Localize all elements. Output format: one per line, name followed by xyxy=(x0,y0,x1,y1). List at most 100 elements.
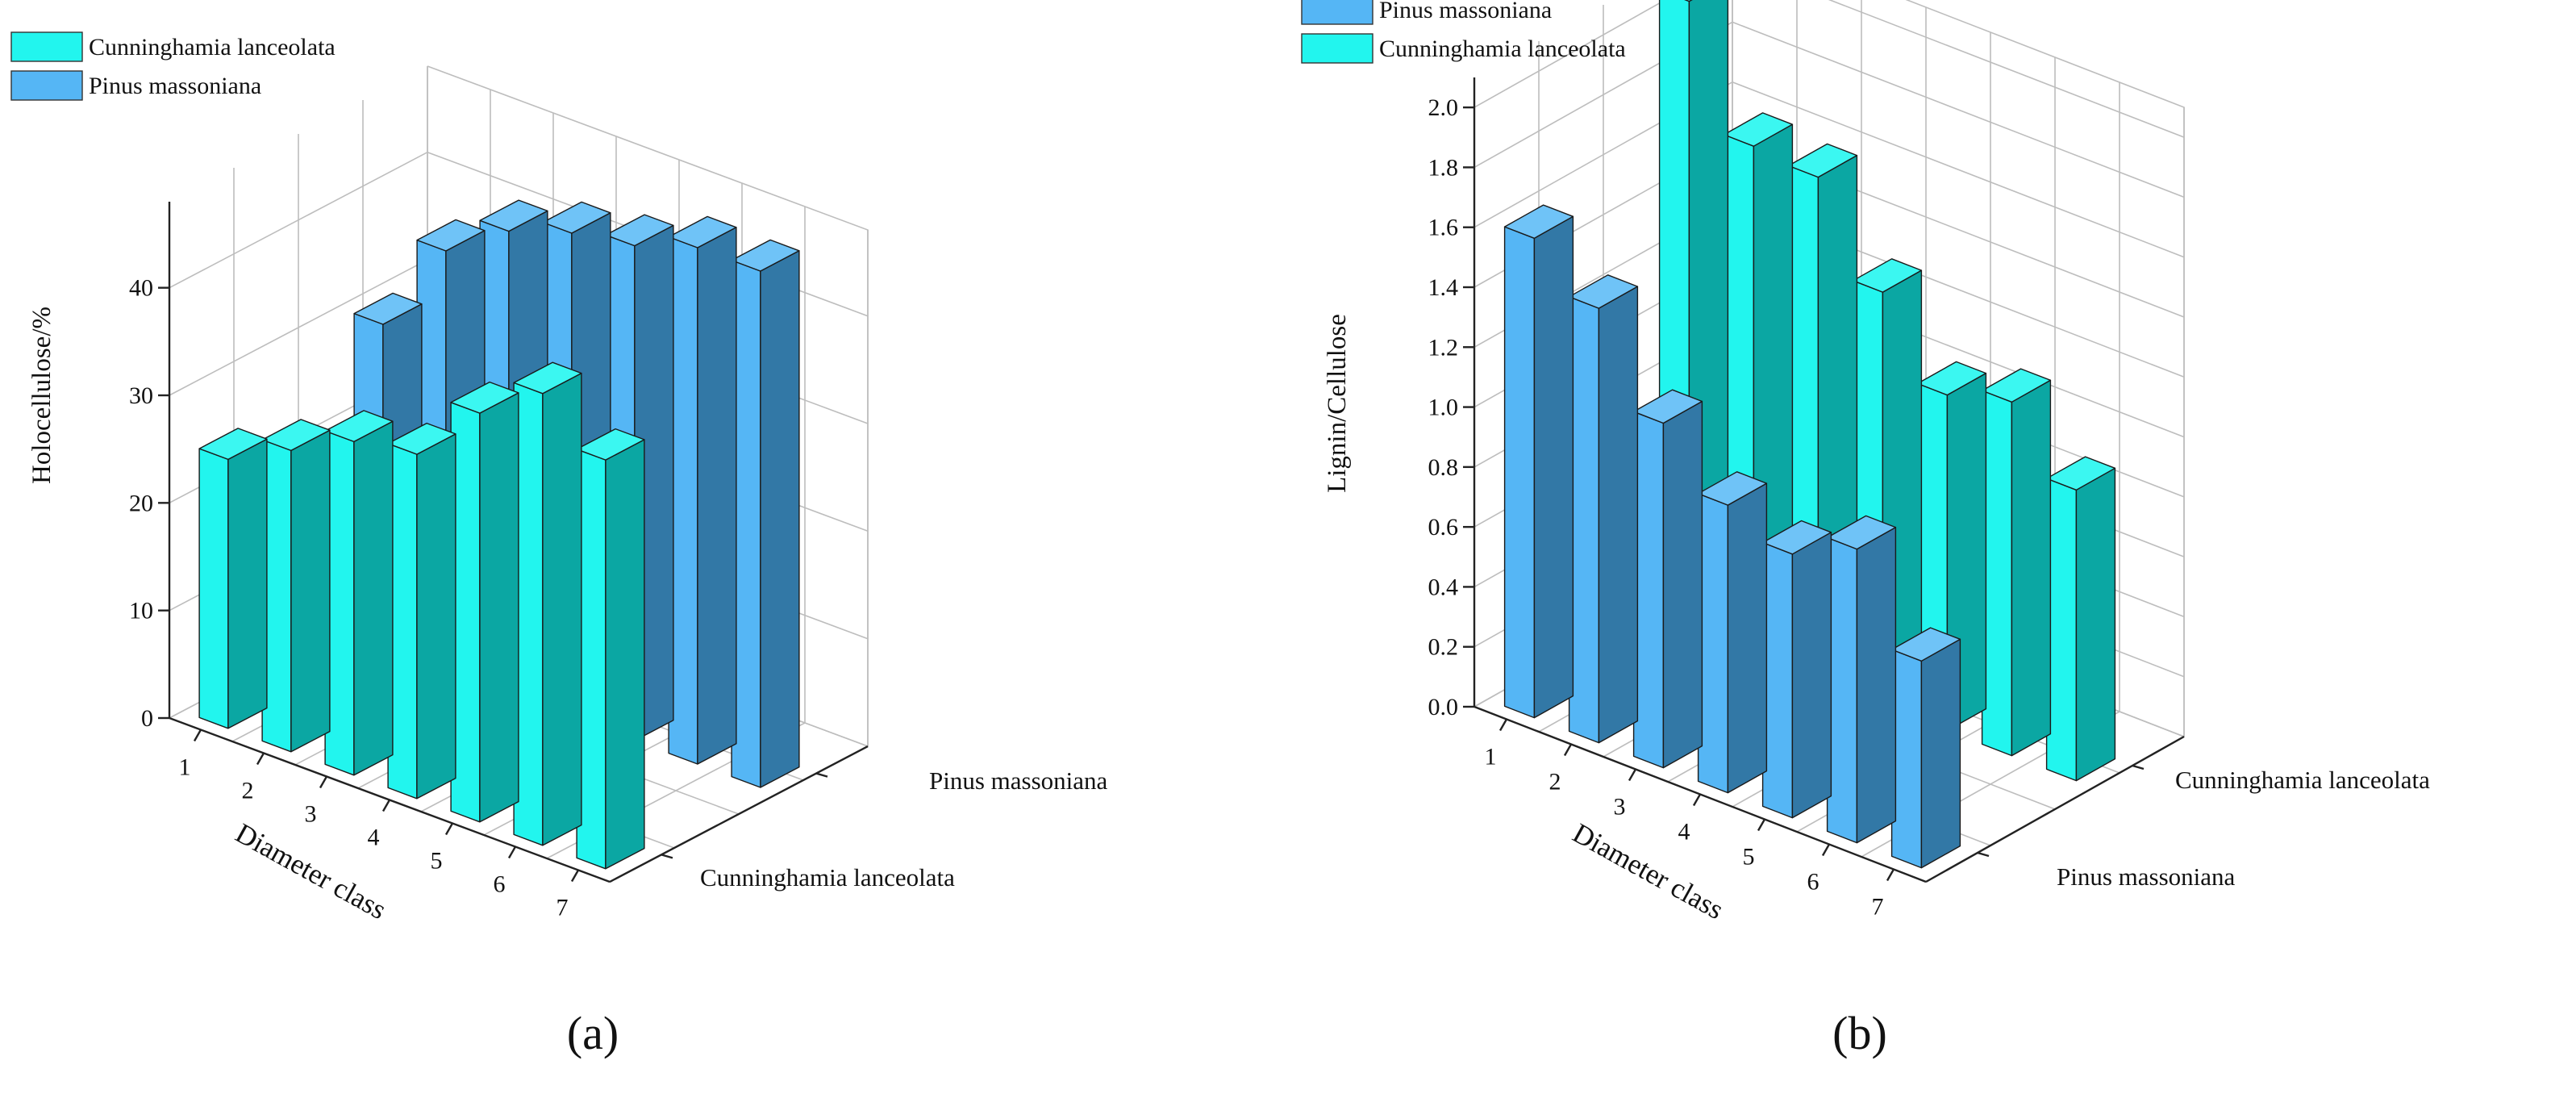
z-tick-label: 1.2 xyxy=(1428,334,1459,361)
x-tick-label: 3 xyxy=(305,801,317,828)
z-axis-title: Holocellulose/% xyxy=(27,307,56,484)
bar-top-face xyxy=(416,219,486,252)
x-tick xyxy=(1692,793,1702,807)
bar-top-face xyxy=(198,428,268,461)
bar xyxy=(261,419,331,753)
bar xyxy=(324,410,394,776)
legend: Cunninghamia lanceolata Pinus massoniana xyxy=(10,31,336,101)
bar-side-face xyxy=(1727,482,1768,794)
z-tick-label: 30 xyxy=(129,382,153,409)
z-tick-label: 0.4 xyxy=(1428,574,1459,600)
bar-top-face xyxy=(513,361,582,395)
bar xyxy=(513,361,582,846)
species-axis-label: Pinus massoniana xyxy=(929,766,1108,795)
bar-front-face xyxy=(1890,649,1923,869)
bar-top-face xyxy=(1761,520,1832,555)
bar-top-face xyxy=(605,214,674,247)
bar-side-face xyxy=(2075,467,2116,782)
bar-top-face xyxy=(668,215,737,248)
x-tick-label: 4 xyxy=(368,825,380,851)
bar-top-face xyxy=(353,292,423,325)
grid-line xyxy=(1905,0,2185,737)
bar-top-face xyxy=(1684,0,1693,2)
bar-top-face xyxy=(2045,456,2116,491)
bar-top-face xyxy=(542,201,611,234)
bar-front-face xyxy=(1503,226,1536,719)
bar-side-face xyxy=(2011,379,2052,757)
grid-line xyxy=(1473,81,2185,258)
bar-side-face xyxy=(1920,638,1961,869)
y-tick xyxy=(1977,851,1990,858)
x-tick-label: 1 xyxy=(179,754,191,781)
x-tick xyxy=(1563,743,1573,757)
bar xyxy=(198,428,268,729)
y-axis-line xyxy=(1925,735,2185,883)
panel-a: 0 10 20 30 40 1 2 3 4 5 6 7 Cunninghamia lanceolata P… xyxy=(10,31,1108,1059)
bar-top-face xyxy=(1632,389,1703,424)
bar-front-face xyxy=(1981,390,2013,757)
bar-side-face xyxy=(1598,286,1639,744)
grid-line xyxy=(1473,21,2185,198)
bar-top-face xyxy=(1787,143,1858,178)
x-tick-label: 7 xyxy=(556,895,569,921)
z-tick-label: 1.6 xyxy=(1428,215,1459,241)
bar-side-face xyxy=(697,227,737,765)
z-tick-label: 0.6 xyxy=(1428,514,1459,541)
x-tick-label: 3 xyxy=(1614,794,1626,820)
bar-top-face xyxy=(1826,515,1897,550)
x-tick xyxy=(1498,718,1508,732)
z-tick-label: 20 xyxy=(129,490,153,516)
bar-top-face xyxy=(1697,471,1768,506)
x-tick-label: 6 xyxy=(1807,869,1819,896)
bar-side-face xyxy=(353,420,394,776)
bar-side-face xyxy=(542,372,582,846)
species-axis-label: Cunninghamia lanceolata xyxy=(2175,766,2430,794)
bar-top-face xyxy=(1723,112,1794,147)
z-tick-label: 10 xyxy=(129,598,153,624)
bar-front-face xyxy=(1632,411,1665,769)
bar-side-face xyxy=(290,429,331,753)
axes xyxy=(1463,77,2185,883)
z-tick-label: 0.8 xyxy=(1428,454,1459,481)
bar-top-face xyxy=(1503,204,1574,239)
x-tick xyxy=(1757,818,1766,832)
bar-side-face xyxy=(227,438,268,729)
bar xyxy=(2045,456,2116,782)
y-axis-line xyxy=(609,745,869,883)
bar xyxy=(450,381,519,823)
bar-front-face xyxy=(1568,296,1600,744)
bar-top-face xyxy=(1981,368,2052,403)
z-tick-label: 1.8 xyxy=(1428,154,1459,181)
legend-swatch-pinus xyxy=(10,70,83,101)
z-axis-title: Lignin/Cellulose xyxy=(1323,314,1352,493)
species-axis-label: Cunninghamia lanceolata xyxy=(700,863,955,891)
bars xyxy=(1503,0,2116,869)
y-tick xyxy=(661,854,673,859)
bar xyxy=(668,215,737,765)
x-tick xyxy=(319,775,328,789)
bar xyxy=(1503,204,1574,719)
x-tick-label: 4 xyxy=(1678,819,1690,846)
legend-swatch-cunninghamia xyxy=(1301,33,1373,64)
grid-line xyxy=(427,65,869,746)
x-tick-label: 6 xyxy=(494,871,506,898)
bar-side-face xyxy=(1662,400,1703,769)
bar-side-face xyxy=(760,250,800,788)
bar-front-face xyxy=(1826,537,1858,844)
bar xyxy=(1981,368,2052,757)
panel-label: (a) xyxy=(567,1007,619,1059)
x-tick-label: 5 xyxy=(431,848,443,875)
bar xyxy=(1890,627,1961,869)
x-tick-label: 2 xyxy=(242,778,254,804)
z-tick-label: 1.4 xyxy=(1428,274,1459,301)
bars xyxy=(198,199,800,870)
panel-b: 0.0 0.2 0.4 0.6 0.8 1.0 1.2 1.4 1.6 1.8 2.0 1 2 3 4 5 6 7… xyxy=(1301,0,2430,1059)
bar-side-face xyxy=(605,439,645,870)
bar xyxy=(1568,274,1639,744)
x-tick xyxy=(570,869,580,883)
bar-top-face xyxy=(1568,274,1639,309)
x-tick xyxy=(1821,843,1831,857)
bar-top-face xyxy=(450,381,519,414)
species-axis-label: Pinus massoniana xyxy=(2057,862,2236,891)
